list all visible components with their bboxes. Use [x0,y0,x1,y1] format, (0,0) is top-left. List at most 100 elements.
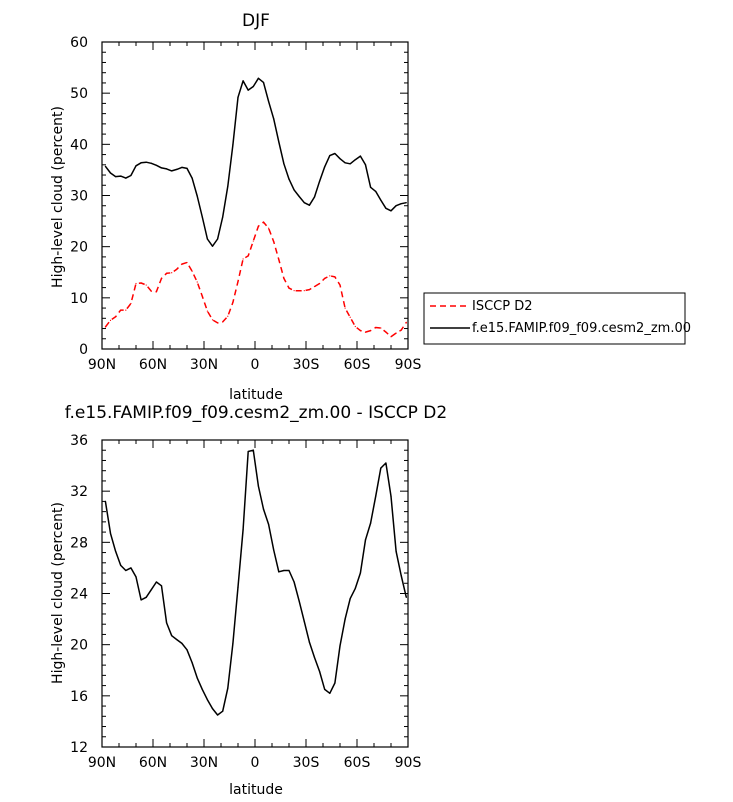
data-point [359,572,361,574]
data-point [283,163,285,165]
x-tick-label: 60S [344,357,371,373]
data-point [115,316,117,318]
data-point [196,195,198,197]
data-point [104,165,106,167]
data-point [298,195,300,198]
data-point [375,326,377,329]
data-point [364,539,367,541]
data-point [227,185,229,187]
data-point [308,641,310,643]
data-point [186,261,188,264]
data-point [237,280,239,283]
data-point [385,207,387,209]
data-point [262,508,265,510]
y-tick-label: 60 [70,35,88,51]
data-point [303,621,305,623]
data-point [334,682,336,684]
data-point [319,670,321,673]
data-point [135,282,137,285]
data-point [217,322,219,324]
data-point [313,656,316,659]
data-point [370,186,372,188]
data-point [104,500,106,502]
data-point [125,569,127,572]
data-point [303,290,305,292]
data-point [181,166,183,168]
data-point [155,291,157,293]
x-tick-label: 90S [395,357,422,373]
data-point [380,199,382,201]
data-point [364,164,367,166]
data-point [206,699,208,701]
data-point [405,202,407,204]
data-point [390,336,392,338]
data-point [344,307,346,309]
data-point [257,485,259,487]
data-point [288,569,290,572]
data-point [186,649,188,651]
x-tick-label: 60N [139,357,167,373]
data-point [293,581,295,583]
data-point [155,164,157,166]
axes-frame: 90N 60N 30N 0 30S 60S 90S 12 16 20 24 28 32 36 [70,433,421,771]
chart-title: DJF [242,11,270,31]
data-point [329,692,331,694]
data-point [278,141,280,143]
data-point [349,163,351,165]
data-point [120,175,122,177]
data-point [222,216,224,218]
data-point [288,287,290,289]
plot-area [104,449,408,716]
data-point [288,178,290,180]
data-point [293,290,295,292]
y-tick-label: 50 [70,86,88,102]
data-point [400,203,402,205]
x-tick-label: 30S [293,755,320,771]
data-point [313,285,316,288]
data-point [181,642,183,644]
data-point [380,467,382,469]
plot-frame [101,41,409,350]
plot-area [104,77,407,338]
data-point [237,586,239,588]
data-point [125,177,127,179]
x-tick-label: 30N [190,755,218,771]
legend-label-cesm2: f.e15.FAMIP.f09_f09.cesm2_zm.00 [472,321,691,336]
data-point [329,275,331,277]
data-point [140,599,142,601]
legend-label-isccp: ISCCP D2 [472,299,533,314]
data-point [232,301,234,304]
data-point [160,585,163,587]
data-point [405,596,407,598]
data-point [247,89,249,91]
data-point [140,162,142,164]
data-point [268,523,270,526]
data-point [298,600,300,602]
data-point [370,329,372,332]
x-tick-label: 30N [190,357,218,373]
data-point [257,225,259,227]
data-point [283,569,285,572]
data-point [359,329,361,332]
data-point [206,238,208,240]
data-point [160,277,163,279]
data-point [298,290,300,292]
data-point [109,172,112,174]
data-point [242,80,244,82]
data-point [145,284,147,286]
data-point [273,118,275,120]
x-tick-label: 60S [344,755,371,771]
data-point [390,495,392,497]
data-point [150,162,152,164]
data-point [217,238,219,240]
legend: ISCCP D2 f.e15.FAMIP.f09_f09.cesm2_zm.00 [423,292,691,345]
data-point [130,567,132,569]
data-point [191,270,193,272]
data-point [247,450,249,453]
data-point [120,309,122,311]
data-point [262,81,265,84]
data-point [354,587,356,589]
data-point [115,175,117,178]
data-point [115,550,117,552]
data-point [171,635,173,637]
